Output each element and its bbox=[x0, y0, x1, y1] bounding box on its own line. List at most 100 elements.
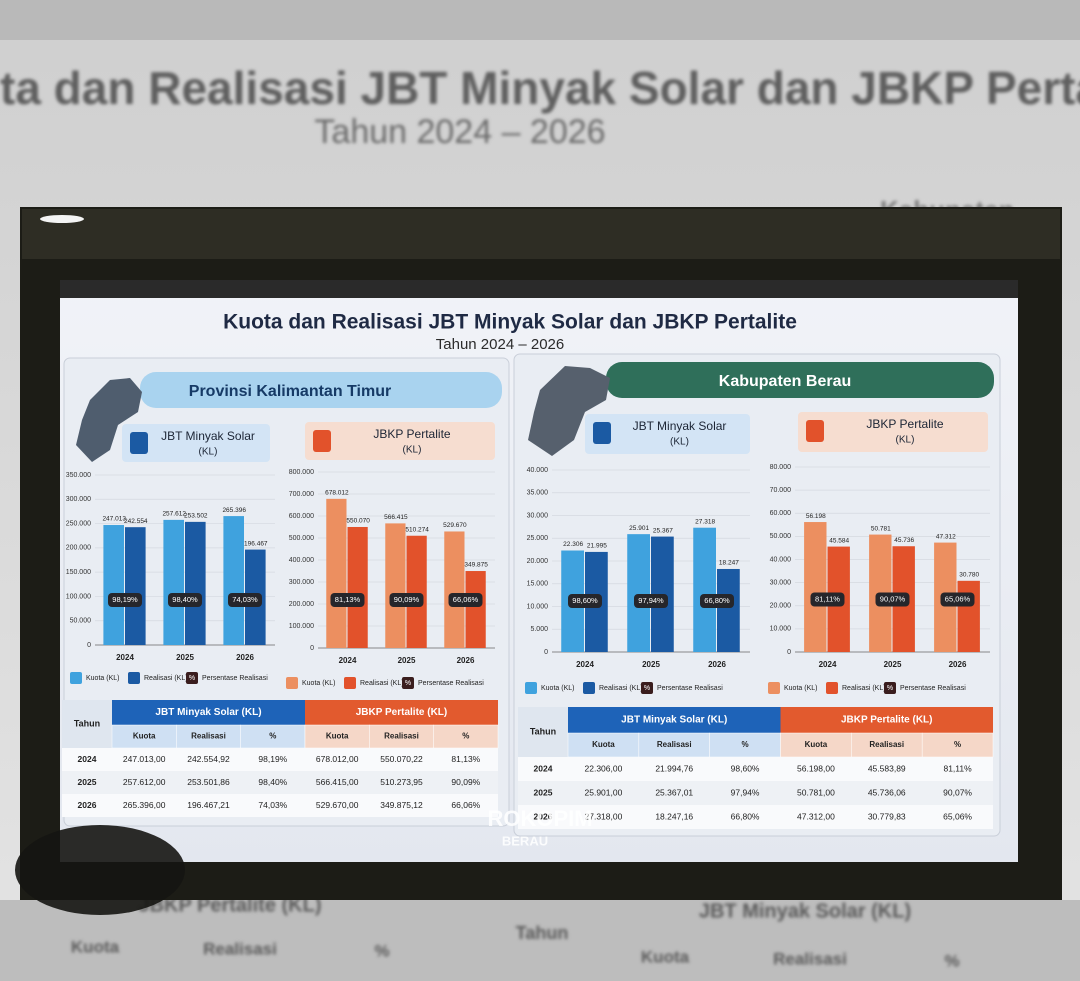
percent-label: 98,19% bbox=[112, 595, 138, 604]
legend-label: Realisasi (KL) bbox=[360, 680, 404, 687]
percent-box bbox=[168, 593, 202, 607]
y-tick-label: 100.000 bbox=[66, 593, 91, 600]
table-sub-header bbox=[709, 732, 781, 758]
table-cell: 98,60% bbox=[731, 763, 760, 773]
table-group-header bbox=[780, 707, 993, 733]
fuel-icon bbox=[806, 420, 824, 442]
legend-swatch bbox=[641, 682, 653, 694]
legend-label: Kuota (KL) bbox=[86, 675, 119, 682]
table-sub-label: Realisasi bbox=[384, 732, 419, 741]
background-table bbox=[0, 900, 1080, 981]
x-tick-label: 2025 bbox=[398, 656, 416, 665]
bar bbox=[163, 519, 184, 645]
legend-icon: % bbox=[887, 685, 893, 692]
table-row bbox=[518, 757, 993, 781]
percent-label: 97,94% bbox=[638, 596, 664, 605]
y-tick-label: 20.000 bbox=[770, 603, 792, 610]
legend-icon: % bbox=[405, 680, 411, 687]
value-label: 45.584 bbox=[829, 537, 849, 544]
legend-label: Persentase Realisasi bbox=[418, 680, 484, 687]
table-cell: 30.779,83 bbox=[868, 811, 906, 821]
y-tick-label: 40.000 bbox=[770, 556, 792, 563]
value-label: 678.012 bbox=[325, 490, 349, 497]
chart-unit: (KL) bbox=[403, 445, 422, 456]
value-label: 550.070 bbox=[346, 518, 370, 525]
legend-swatch bbox=[70, 672, 82, 684]
table-cell: 90,09% bbox=[451, 777, 480, 787]
table-sub-label: Realisasi bbox=[869, 740, 904, 749]
region-banner bbox=[140, 372, 502, 408]
legend-label: Realisasi (KL) bbox=[599, 685, 643, 692]
background-bottom: JBKP Pertalite (KL) JBT Minyak Solar (KL… bbox=[71, 894, 960, 970]
bg-text: Realisasi bbox=[203, 939, 277, 958]
legend-swatch bbox=[583, 682, 595, 694]
table-row bbox=[62, 794, 498, 817]
light-reflection bbox=[40, 215, 84, 223]
table-cell: 253.501,86 bbox=[187, 777, 230, 787]
table-group-label: JBT Minyak Solar (KL) bbox=[621, 715, 727, 726]
region-banner bbox=[606, 362, 994, 398]
y-tick-label: 50.000 bbox=[770, 533, 792, 540]
value-label: 349.875 bbox=[464, 562, 488, 569]
legend-label: Kuota (KL) bbox=[541, 685, 574, 692]
watermark: BERAU bbox=[502, 833, 548, 848]
table-sub-label: Kuota bbox=[326, 732, 349, 741]
bar bbox=[957, 580, 980, 652]
chart-title-box bbox=[122, 424, 270, 462]
bar bbox=[406, 535, 427, 648]
y-tick-label: 30.000 bbox=[527, 512, 549, 519]
x-tick-label: 2024 bbox=[819, 660, 837, 669]
chart-title: JBT Minyak Solar bbox=[161, 429, 255, 443]
table-cell: 257.612,00 bbox=[123, 777, 166, 787]
chart-title-box bbox=[798, 412, 988, 452]
bar bbox=[627, 534, 650, 652]
x-tick-label: 2024 bbox=[576, 660, 594, 669]
table-sub-header bbox=[780, 732, 852, 758]
table-corner-label: Tahun bbox=[530, 726, 556, 736]
table-cell: 247.013,00 bbox=[123, 754, 166, 764]
map-icon bbox=[528, 366, 610, 456]
legend-swatch bbox=[186, 672, 198, 684]
table-cell: 265.396,00 bbox=[123, 800, 166, 810]
table-corner-label: Tahun bbox=[74, 718, 100, 728]
chart: JBT Minyak Solar (KL) 0 5.000 10.000 15.000 20… bbox=[525, 414, 750, 694]
bar bbox=[223, 516, 244, 645]
bg-text: JBT Minyak Solar (KL) bbox=[699, 900, 911, 922]
map-icon bbox=[76, 378, 142, 462]
bg-title: ta dan Realisasi JBT Minyak Solar dan JB… bbox=[0, 62, 1080, 114]
bg-text: % bbox=[944, 951, 959, 970]
legend-swatch bbox=[768, 682, 780, 694]
x-tick-label: 2026 bbox=[457, 656, 475, 665]
bar bbox=[326, 498, 347, 648]
table-sub-header bbox=[921, 732, 994, 758]
table-cell: 2025 bbox=[78, 777, 97, 787]
table-cell: 566.415,00 bbox=[316, 777, 359, 787]
bg-text: Kuota bbox=[641, 947, 690, 966]
bar bbox=[125, 527, 146, 645]
y-tick-label: 350.000 bbox=[66, 472, 91, 479]
y-tick-label: 10.000 bbox=[770, 626, 792, 633]
table-group-header bbox=[568, 707, 781, 733]
table-cell: 510.273,95 bbox=[380, 777, 423, 787]
table-cell: 66,80% bbox=[731, 811, 760, 821]
chart-title: JBKP Pertalite bbox=[866, 417, 943, 431]
table-cell: 81,11% bbox=[943, 763, 972, 773]
value-label: 45.736 bbox=[894, 537, 914, 544]
value-label: 22.306 bbox=[563, 541, 583, 548]
table-cell: 2024 bbox=[534, 763, 553, 773]
monitor-top bbox=[22, 209, 1060, 259]
bar bbox=[185, 521, 206, 645]
table-cell: 47.312,00 bbox=[797, 811, 835, 821]
y-tick-label: 100.000 bbox=[289, 623, 314, 630]
table-sub-label: % bbox=[269, 732, 276, 741]
table-cell: 81,13% bbox=[451, 754, 480, 764]
bar bbox=[103, 525, 124, 645]
y-tick-label: 0 bbox=[544, 649, 548, 656]
y-tick-label: 80.000 bbox=[770, 464, 792, 471]
table-cell: 22.306,00 bbox=[585, 763, 623, 773]
chart-unit: (KL) bbox=[896, 435, 915, 446]
table-sub-label: % bbox=[742, 740, 749, 749]
table-sub-label: % bbox=[954, 740, 961, 749]
table-cell: 678.012,00 bbox=[316, 754, 359, 764]
value-label: 196.467 bbox=[244, 540, 268, 547]
